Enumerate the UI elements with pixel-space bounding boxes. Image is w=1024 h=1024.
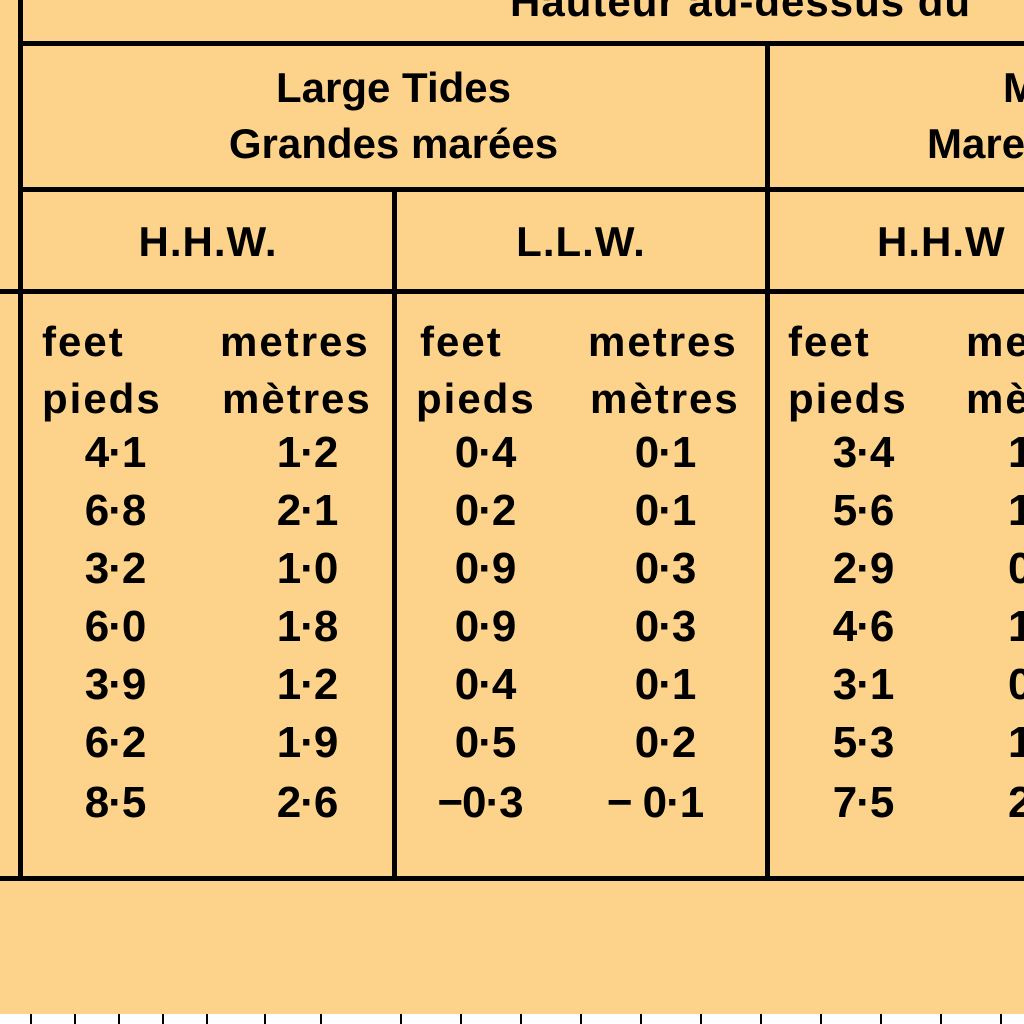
table-cell: 3·9 bbox=[84, 660, 147, 709]
mean-tides-label: M bbox=[1003, 64, 1024, 111]
tick-mark bbox=[1000, 1014, 1002, 1024]
left-border bbox=[18, 0, 23, 880]
table-cell: 0·2 bbox=[634, 718, 697, 767]
tick-mark bbox=[30, 1014, 32, 1024]
mean-units-clip: feet pieds me mè bbox=[770, 300, 1024, 430]
divider-large-mean bbox=[765, 46, 770, 878]
tick-mark bbox=[162, 1014, 164, 1024]
table-cell: −0·3 bbox=[437, 778, 523, 827]
divider-hhw-llw bbox=[392, 190, 397, 878]
table-cell: 4·6 bbox=[832, 602, 895, 651]
table-cell: 5·6 bbox=[832, 486, 895, 535]
mean-tides-clip: M Mare bbox=[770, 50, 1024, 188]
hhw-pieds-label: pieds bbox=[42, 375, 162, 422]
tick-mark bbox=[118, 1014, 120, 1024]
table-cell: 6·8 bbox=[84, 486, 147, 535]
table-cell: 3·1 bbox=[832, 660, 895, 709]
bottom-scan-edge bbox=[0, 1014, 1024, 1024]
table-cell: 0·1 bbox=[634, 428, 697, 477]
llw-pieds-label: pieds bbox=[416, 375, 536, 422]
table-cell: 4·1 bbox=[84, 428, 147, 477]
top-header-clip: Hauteur au-dessus du bbox=[500, 0, 1024, 30]
tick-mark bbox=[206, 1014, 208, 1024]
mean-pieds-label: pieds bbox=[788, 375, 908, 422]
hhw-metres-label: metres bbox=[220, 318, 370, 365]
table-bottom-rule bbox=[0, 876, 1024, 881]
table-cell: 0·3 bbox=[634, 602, 697, 651]
tick-mark bbox=[940, 1014, 942, 1024]
table-cell: 0·5 bbox=[454, 718, 517, 767]
top-header: Hauteur au-dessus du bbox=[510, 0, 972, 25]
header-top-rule bbox=[22, 41, 1024, 46]
llw-large-header: L.L.W. bbox=[516, 218, 646, 265]
hhw-feet-label: feet bbox=[42, 318, 125, 365]
large-tides-label: Large Tides bbox=[276, 64, 511, 111]
tick-mark bbox=[74, 1014, 76, 1024]
table-cell: 0·9 bbox=[454, 602, 517, 651]
table-cell: 1 bbox=[1008, 602, 1024, 651]
marees-moyennes-label: Mare bbox=[927, 120, 1024, 167]
hhw-mean-header: H.H.W bbox=[877, 218, 1006, 265]
table-cell: 2·1 bbox=[276, 486, 339, 535]
table-cell: 2·6 bbox=[276, 778, 339, 827]
mean-hhw-metres-column: 1 1 0 1 0 1 2 bbox=[1000, 420, 1024, 840]
tick-mark bbox=[640, 1014, 642, 1024]
llw-feet-label: feet bbox=[420, 318, 503, 365]
tick-mark bbox=[700, 1014, 702, 1024]
tick-mark bbox=[264, 1014, 266, 1024]
table-cell: 0 bbox=[1008, 660, 1024, 709]
mean-feet-label: feet bbox=[788, 318, 871, 365]
table-cell: 1·8 bbox=[276, 602, 339, 651]
hhw-metres-fr-label: mètres bbox=[222, 375, 372, 422]
tick-mark bbox=[760, 1014, 762, 1024]
table-cell: 1·2 bbox=[276, 428, 339, 477]
table-cell: 3·4 bbox=[832, 428, 895, 477]
table-cell: 1·2 bbox=[276, 660, 339, 709]
table-cell: 1 bbox=[1008, 718, 1024, 767]
tick-mark bbox=[880, 1014, 882, 1024]
tick-mark bbox=[580, 1014, 582, 1024]
hhw-mean-clip: H.H.W bbox=[770, 200, 1024, 285]
table-cell: 1 bbox=[1008, 428, 1024, 477]
table-cell: 2 bbox=[1008, 778, 1024, 827]
grandes-marees-label: Grandes marées bbox=[228, 120, 559, 167]
table-cell: − 0·1 bbox=[606, 778, 705, 827]
table-cell: 8·5 bbox=[84, 778, 147, 827]
llw-metres-label: metres bbox=[588, 318, 738, 365]
table-cell: 7·5 bbox=[832, 778, 895, 827]
llw-metres-fr-label: mètres bbox=[590, 375, 740, 422]
mean-metres-fr-label: mè bbox=[966, 375, 1024, 422]
hhw-large-header: H.H.W. bbox=[138, 218, 278, 265]
table-cell: 3·2 bbox=[84, 544, 147, 593]
tick-mark bbox=[820, 1014, 822, 1024]
table-cell: 1·9 bbox=[276, 718, 339, 767]
table-cell: 0·4 bbox=[454, 428, 517, 477]
mean-metres-label: me bbox=[966, 318, 1024, 365]
tick-mark bbox=[460, 1014, 462, 1024]
table-cell: 0·1 bbox=[634, 660, 697, 709]
table-cell: 0·9 bbox=[454, 544, 517, 593]
table-cell: 0·3 bbox=[634, 544, 697, 593]
table-cell: 0·4 bbox=[454, 660, 517, 709]
tick-mark bbox=[400, 1014, 402, 1024]
table-cell: 1·0 bbox=[276, 544, 339, 593]
table-cell: 5·3 bbox=[832, 718, 895, 767]
table-cell: 6·0 bbox=[84, 602, 147, 651]
column-header-rule bbox=[0, 289, 1024, 294]
table-cell: 0·1 bbox=[634, 486, 697, 535]
table-cell: 0·2 bbox=[454, 486, 517, 535]
table-cell: 6·2 bbox=[84, 718, 147, 767]
table-cell: 1 bbox=[1008, 486, 1024, 535]
tick-mark bbox=[520, 1014, 522, 1024]
table-cell: 2·9 bbox=[832, 544, 895, 593]
tick-mark bbox=[320, 1014, 322, 1024]
table-cell: 0 bbox=[1008, 544, 1024, 593]
group-header-rule bbox=[22, 187, 1024, 192]
